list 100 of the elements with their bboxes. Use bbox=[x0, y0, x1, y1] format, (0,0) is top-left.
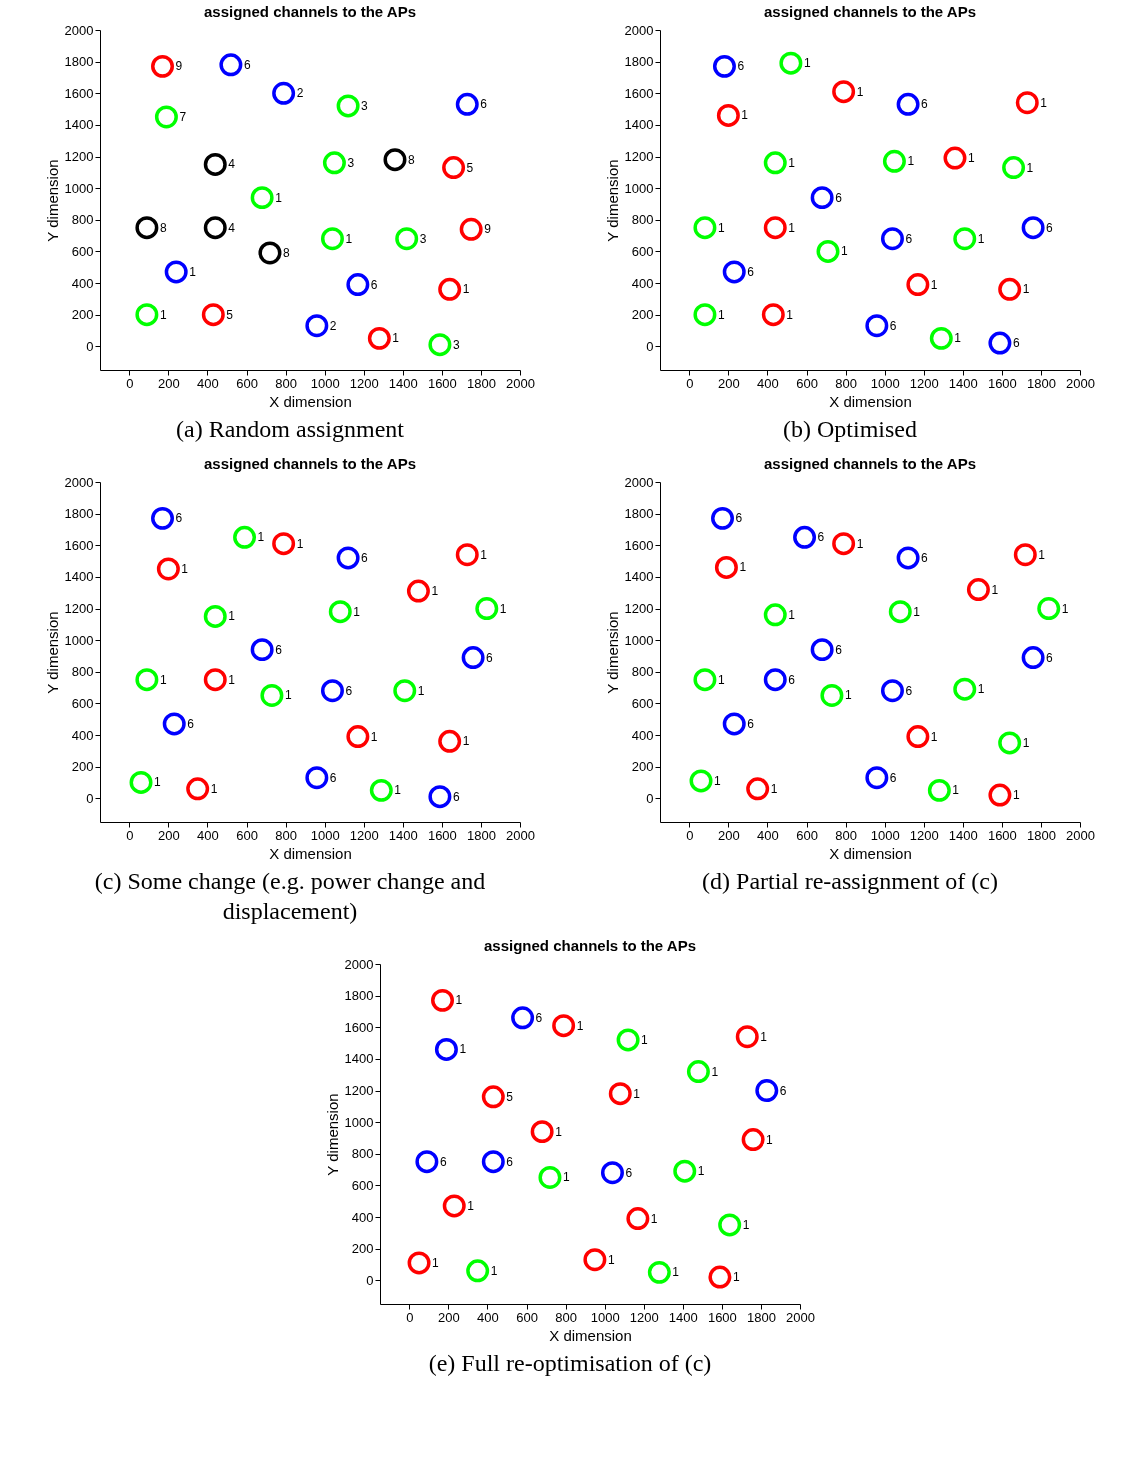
point bbox=[322, 151, 346, 175]
point bbox=[693, 668, 717, 692]
text: 6 bbox=[779, 1083, 787, 1098]
point bbox=[203, 604, 227, 628]
text: 1 bbox=[930, 277, 938, 292]
point bbox=[943, 146, 967, 170]
point bbox=[250, 186, 274, 210]
x-tick-label: 800 bbox=[555, 1309, 577, 1325]
point bbox=[998, 277, 1022, 301]
point bbox=[712, 54, 736, 78]
x-tick-label: 200 bbox=[718, 827, 740, 843]
point bbox=[203, 668, 227, 692]
text: 1 bbox=[856, 536, 864, 551]
x-tick-label: 1000 bbox=[310, 375, 340, 391]
chart-title: assigned channels to the APs bbox=[204, 455, 416, 472]
y-tick-label: 1200 bbox=[344, 1083, 374, 1099]
text: 1 bbox=[856, 84, 864, 99]
series-label: 1 bbox=[913, 604, 921, 619]
point bbox=[272, 81, 296, 105]
text: 1 bbox=[786, 307, 793, 322]
point bbox=[466, 1259, 490, 1283]
text: 6 bbox=[439, 1154, 447, 1169]
point bbox=[203, 216, 227, 240]
point bbox=[608, 1082, 632, 1106]
text: 1 bbox=[788, 155, 795, 170]
x-tick-label: 1800 bbox=[746, 1309, 776, 1325]
x-tick-label: 2000 bbox=[506, 375, 535, 391]
point bbox=[438, 729, 462, 753]
point bbox=[1002, 156, 1026, 180]
y-tick-label: 800 bbox=[71, 664, 94, 680]
text: 6 bbox=[1046, 650, 1053, 665]
series-label: 1 bbox=[257, 530, 265, 545]
text: 6 bbox=[889, 318, 897, 333]
point bbox=[201, 303, 225, 327]
point bbox=[459, 217, 483, 241]
x-tick-label: 0 bbox=[126, 827, 134, 843]
text: 8 bbox=[282, 245, 290, 260]
text: 1 bbox=[1040, 95, 1047, 110]
text: 1 bbox=[467, 1198, 474, 1213]
x-tick-label: 1800 bbox=[466, 827, 496, 843]
x-tick-label: 0 bbox=[126, 375, 134, 391]
text: 1 bbox=[907, 154, 915, 169]
text: 2 bbox=[329, 318, 337, 333]
y-tick-label: 600 bbox=[351, 1177, 374, 1193]
text: 1 bbox=[228, 672, 235, 687]
text: 1 bbox=[841, 244, 848, 259]
text: 1 bbox=[732, 1270, 740, 1285]
point bbox=[686, 1060, 710, 1084]
series-label: 1 bbox=[741, 108, 749, 123]
point bbox=[888, 600, 912, 624]
text: 1 bbox=[210, 781, 218, 796]
x-tick-label: 200 bbox=[158, 375, 180, 391]
point bbox=[716, 103, 740, 127]
point bbox=[763, 668, 787, 692]
x-tick-label: 200 bbox=[438, 1309, 460, 1325]
text: 1 bbox=[555, 1124, 562, 1139]
point bbox=[746, 777, 770, 801]
x-axis-title: X dimension bbox=[829, 392, 912, 410]
series-label: 1 bbox=[181, 561, 189, 576]
point bbox=[395, 227, 419, 251]
point bbox=[693, 216, 717, 240]
point bbox=[219, 53, 243, 77]
point bbox=[431, 988, 455, 1012]
text: 1 bbox=[714, 773, 721, 788]
y-tick-label: 400 bbox=[631, 727, 654, 743]
point bbox=[583, 1248, 607, 1272]
x-tick-label: 400 bbox=[757, 827, 779, 843]
y-tick-label: 1600 bbox=[344, 1019, 374, 1035]
y-axis-title: Y dimension bbox=[323, 1093, 341, 1176]
y-tick-label: 1800 bbox=[624, 54, 654, 70]
x-tick-label: 1000 bbox=[870, 827, 900, 843]
x-tick-label: 600 bbox=[796, 827, 818, 843]
text: 6 bbox=[625, 1165, 633, 1180]
point bbox=[428, 785, 452, 809]
text: 3 bbox=[452, 337, 460, 352]
point bbox=[741, 1128, 765, 1152]
point bbox=[369, 778, 393, 802]
point bbox=[763, 151, 787, 175]
series-label: 5 bbox=[466, 160, 474, 175]
series-label: 8 bbox=[159, 220, 167, 235]
x-tick-label: 1000 bbox=[310, 827, 340, 843]
x-tick-label: 600 bbox=[796, 375, 818, 391]
point bbox=[896, 92, 920, 116]
point bbox=[820, 684, 844, 707]
x-tick-label: 1400 bbox=[948, 375, 978, 391]
x-tick-label: 1400 bbox=[388, 375, 418, 391]
y-tick-label: 2000 bbox=[624, 22, 654, 38]
series-label: 1 bbox=[189, 264, 197, 279]
y-tick-label: 1000 bbox=[64, 180, 94, 196]
point bbox=[708, 1265, 732, 1289]
point bbox=[530, 1120, 554, 1144]
point bbox=[203, 152, 227, 176]
point bbox=[722, 712, 746, 736]
point bbox=[832, 80, 856, 104]
point bbox=[865, 314, 889, 338]
x-tick-label: 1800 bbox=[1026, 827, 1056, 843]
x-tick-label: 1200 bbox=[909, 827, 939, 843]
text: 1 bbox=[1022, 735, 1030, 750]
x-tick-label: 400 bbox=[477, 1309, 499, 1325]
text: 6 bbox=[817, 530, 825, 545]
